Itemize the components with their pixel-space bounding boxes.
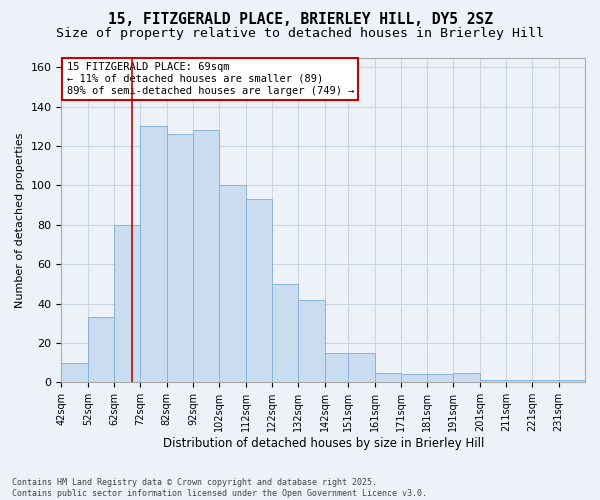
Bar [114, 225, 140, 382]
Bar [167, 134, 193, 382]
Bar [193, 130, 219, 382]
Bar [61, 362, 88, 382]
Bar [532, 380, 559, 382]
Bar [219, 186, 245, 382]
Bar [272, 284, 298, 382]
Y-axis label: Number of detached properties: Number of detached properties [15, 132, 25, 308]
Bar [454, 372, 480, 382]
Text: Size of property relative to detached houses in Brierley Hill: Size of property relative to detached ho… [56, 28, 544, 40]
Bar [427, 374, 454, 382]
Bar [140, 126, 167, 382]
X-axis label: Distribution of detached houses by size in Brierley Hill: Distribution of detached houses by size … [163, 437, 484, 450]
Bar [401, 374, 427, 382]
Bar [88, 318, 114, 382]
Text: 15 FITZGERALD PLACE: 69sqm
← 11% of detached houses are smaller (89)
89% of semi: 15 FITZGERALD PLACE: 69sqm ← 11% of deta… [67, 62, 354, 96]
Text: Contains HM Land Registry data © Crown copyright and database right 2025.
Contai: Contains HM Land Registry data © Crown c… [12, 478, 427, 498]
Bar [348, 353, 374, 382]
Bar [298, 300, 325, 382]
Bar [245, 200, 272, 382]
Bar [480, 380, 506, 382]
Bar [506, 380, 532, 382]
Text: 15, FITZGERALD PLACE, BRIERLEY HILL, DY5 2SZ: 15, FITZGERALD PLACE, BRIERLEY HILL, DY5… [107, 12, 493, 28]
Bar [559, 380, 585, 382]
Bar [374, 372, 401, 382]
Bar [325, 353, 348, 382]
